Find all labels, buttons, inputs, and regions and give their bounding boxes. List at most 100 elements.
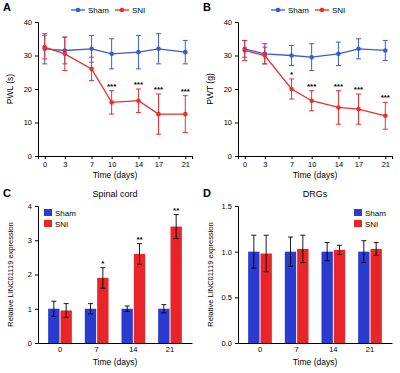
error-line bbox=[327, 243, 328, 261]
tick-label: 1 bbox=[28, 305, 32, 314]
error-cap bbox=[109, 38, 114, 39]
tick: 14 bbox=[129, 345, 137, 354]
plot-area bbox=[42, 34, 188, 135]
line bbox=[245, 49, 386, 57]
x-axis-line bbox=[39, 343, 193, 344]
y-axis-line bbox=[235, 23, 239, 157]
error-cap bbox=[89, 57, 94, 58]
error-bar bbox=[183, 40, 188, 63]
legend: ShamSNI bbox=[44, 209, 76, 229]
annotation: *** bbox=[307, 82, 317, 91]
tick: 40 bbox=[224, 18, 238, 27]
legend-label: Sham bbox=[288, 6, 309, 15]
error-cap bbox=[262, 47, 267, 48]
error-bar bbox=[161, 305, 166, 313]
error-cap bbox=[356, 38, 361, 39]
tick-mark bbox=[235, 297, 238, 298]
tick-label: 17 bbox=[155, 160, 163, 169]
y-axis-line bbox=[35, 23, 39, 157]
error-line bbox=[163, 305, 164, 313]
error-cap bbox=[156, 63, 161, 64]
error-bar bbox=[42, 34, 47, 64]
tick: 7 bbox=[295, 345, 299, 354]
tick-label: 40 bbox=[24, 18, 32, 27]
tick-mark bbox=[235, 56, 238, 57]
error-cap bbox=[336, 124, 341, 125]
error-cap bbox=[62, 70, 67, 71]
plot-area bbox=[48, 215, 182, 343]
tick-mark bbox=[65, 156, 66, 159]
error-line bbox=[376, 243, 377, 256]
annotation: *** bbox=[107, 82, 117, 91]
marker bbox=[62, 52, 67, 57]
error-cap bbox=[64, 303, 69, 304]
error-bar bbox=[174, 215, 179, 239]
tick-mark bbox=[235, 156, 238, 157]
error-bar bbox=[51, 301, 56, 316]
x-axis: 071421 bbox=[239, 344, 393, 355]
tick: 7 bbox=[290, 156, 294, 169]
tick-label: 4 bbox=[28, 202, 32, 211]
tick-label: 30 bbox=[24, 51, 32, 60]
error-bar bbox=[289, 79, 294, 99]
y-axis-title: Relative LINC01119 expression bbox=[206, 222, 215, 326]
tick-mark bbox=[35, 89, 38, 90]
marker bbox=[336, 52, 341, 57]
error-bar bbox=[383, 40, 388, 60]
error-bar bbox=[336, 91, 341, 125]
panel-label: C bbox=[3, 187, 11, 199]
error-cap bbox=[289, 45, 294, 46]
tick-label: 10 bbox=[224, 118, 232, 127]
error-cap bbox=[262, 63, 267, 64]
error-cap bbox=[356, 124, 361, 125]
error-cap bbox=[289, 65, 294, 66]
error-bar bbox=[136, 35, 141, 69]
tick-label: 7 bbox=[295, 345, 299, 354]
error-bar bbox=[356, 39, 361, 59]
tick-mark bbox=[312, 156, 313, 159]
tick: 3 bbox=[263, 156, 267, 169]
marker bbox=[289, 87, 294, 92]
tick-label: 20 bbox=[224, 85, 232, 94]
error-bar bbox=[289, 45, 294, 65]
bar bbox=[121, 309, 132, 343]
panel-label: A bbox=[3, 1, 11, 13]
marker bbox=[156, 47, 161, 52]
tick-mark bbox=[35, 206, 38, 207]
tick: 7 bbox=[90, 156, 94, 169]
error-bar bbox=[156, 94, 161, 134]
error-bar bbox=[309, 91, 314, 111]
error-cap bbox=[174, 238, 179, 239]
error-cap bbox=[251, 268, 256, 269]
bar bbox=[297, 249, 308, 343]
error-cap bbox=[136, 68, 141, 69]
error-cap bbox=[62, 37, 67, 38]
error-bar bbox=[109, 39, 114, 69]
marker bbox=[156, 112, 161, 117]
tick-mark bbox=[292, 156, 293, 159]
error-line bbox=[266, 235, 267, 272]
tick-label: 0 bbox=[258, 345, 262, 354]
error-cap bbox=[264, 271, 269, 272]
tick-label: 0 bbox=[243, 160, 247, 169]
error-bar bbox=[242, 40, 247, 60]
marker bbox=[289, 53, 294, 58]
tick-label: 3 bbox=[263, 160, 267, 169]
error-line bbox=[53, 301, 54, 316]
tick-mark bbox=[265, 156, 266, 159]
error-cap bbox=[300, 262, 305, 263]
legend-label: SNI bbox=[132, 6, 145, 15]
error-bar bbox=[42, 35, 47, 58]
tick: 1.5 bbox=[222, 202, 238, 211]
error-cap bbox=[309, 43, 314, 44]
tick-label: 0.5 bbox=[222, 293, 232, 302]
error-line bbox=[290, 237, 291, 266]
error-cap bbox=[100, 288, 105, 289]
y-axis-line bbox=[35, 207, 39, 344]
error-cap bbox=[374, 242, 379, 243]
tick-mark bbox=[35, 275, 38, 276]
x-axis: 03710141721 bbox=[239, 156, 393, 169]
error-bar bbox=[109, 91, 114, 114]
bar bbox=[321, 252, 332, 343]
x-axis-title: Time (days) bbox=[293, 357, 338, 367]
